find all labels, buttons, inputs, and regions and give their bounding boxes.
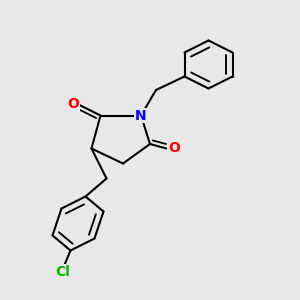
Text: N: N <box>135 109 147 122</box>
Text: Cl: Cl <box>56 265 70 278</box>
Text: O: O <box>68 97 80 110</box>
Text: O: O <box>168 142 180 155</box>
